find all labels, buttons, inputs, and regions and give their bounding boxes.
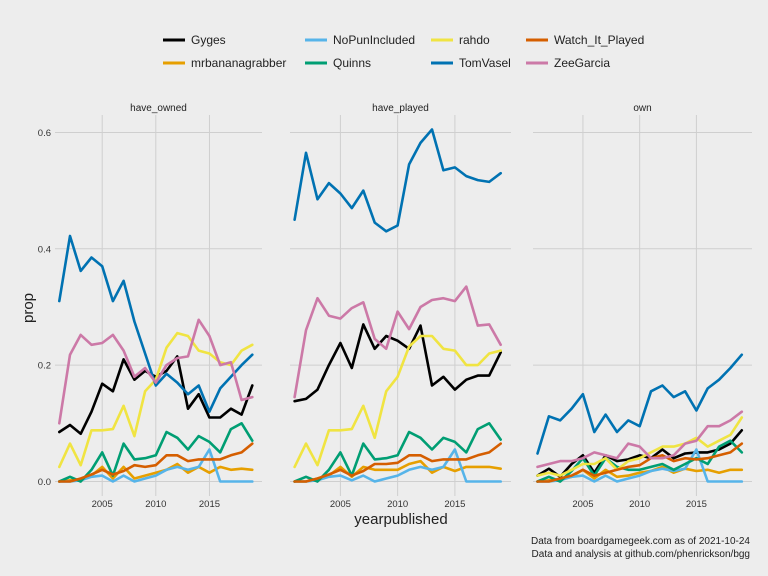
y-tick-label: 0.0 <box>38 477 51 488</box>
series-line-rahdo <box>293 334 503 469</box>
x-tick-label: 2010 <box>145 499 166 510</box>
x-tick-label: 2005 <box>92 499 113 510</box>
legend-label-tomvasel: TomVasel <box>459 56 511 70</box>
panel-have-played: have_played 2005 2010 2015 <box>290 103 511 510</box>
x-tick-label: 2010 <box>387 499 408 510</box>
series-line-zeegarcia <box>57 318 254 425</box>
legend: Gyges NoPunIncluded rahdo Watch_It_Playedmr… <box>163 33 644 70</box>
y-tick-label: 0.2 <box>38 361 51 372</box>
series-line-watch-it-played <box>57 442 254 483</box>
legend-label-gyges: Gyges <box>191 33 226 47</box>
legend-label-zeegarcia: ZeeGarcia <box>554 56 610 70</box>
series-line-quinns <box>293 421 503 483</box>
x-tick-label: 2015 <box>444 499 465 510</box>
y-axis-title: prop <box>20 293 37 323</box>
legend-label-watch-it-played: Watch_It_Played <box>554 33 644 47</box>
panel-title: have_played <box>372 103 429 114</box>
caption-line-1: Data from boardgamegeek.com as of 2021-1… <box>531 536 750 547</box>
y-tick-label: 0.4 <box>38 244 51 255</box>
x-tick-label: 2005 <box>330 499 351 510</box>
series-line-gyges <box>536 428 744 479</box>
x-tick-label: 2005 <box>572 499 593 510</box>
caption-line-2: Data and analysis at github.com/phenrick… <box>532 549 750 560</box>
series-line-quinns <box>57 421 254 483</box>
panel-title: own <box>633 103 651 114</box>
panel-own: own 2005 2010 2015 <box>533 103 752 510</box>
x-tick-label: 2015 <box>199 499 220 510</box>
series-line-gyges <box>293 323 503 403</box>
legend-label-rahdo: rahdo <box>459 33 490 47</box>
legend-label-nopunincluded: NoPunIncluded <box>333 33 415 47</box>
series-line-nopunincluded <box>293 448 503 483</box>
y-tick-label: 0.6 <box>38 128 51 139</box>
panel-title: have_owned <box>130 103 187 114</box>
legend-label-quinns: Quinns <box>333 56 371 70</box>
x-tick-label: 2010 <box>629 499 650 510</box>
series-line-zeegarcia <box>536 410 744 469</box>
x-tick-label: 2015 <box>686 499 707 510</box>
legend-label-mrbananagrabber: mrbananagrabber <box>191 56 286 70</box>
series-line-tomvasel <box>536 353 744 455</box>
panels: have_owned 2005 2010 2015 0.0 0.2 0.4 0.6 have_p… <box>38 103 752 510</box>
series-line-rahdo <box>536 416 744 477</box>
series-line-tomvasel <box>293 128 503 233</box>
series-line-watch-it-played <box>536 442 744 483</box>
series-line-watch-it-played <box>293 442 503 483</box>
panel-have-owned: have_owned 2005 2010 2015 0.0 0.2 0.4 0.6 <box>38 103 262 510</box>
x-axis-title: yearpublished <box>354 511 447 528</box>
series-line-tomvasel <box>57 234 254 414</box>
series-line-zeegarcia <box>293 285 503 399</box>
series-line-nopunincluded <box>57 448 254 483</box>
